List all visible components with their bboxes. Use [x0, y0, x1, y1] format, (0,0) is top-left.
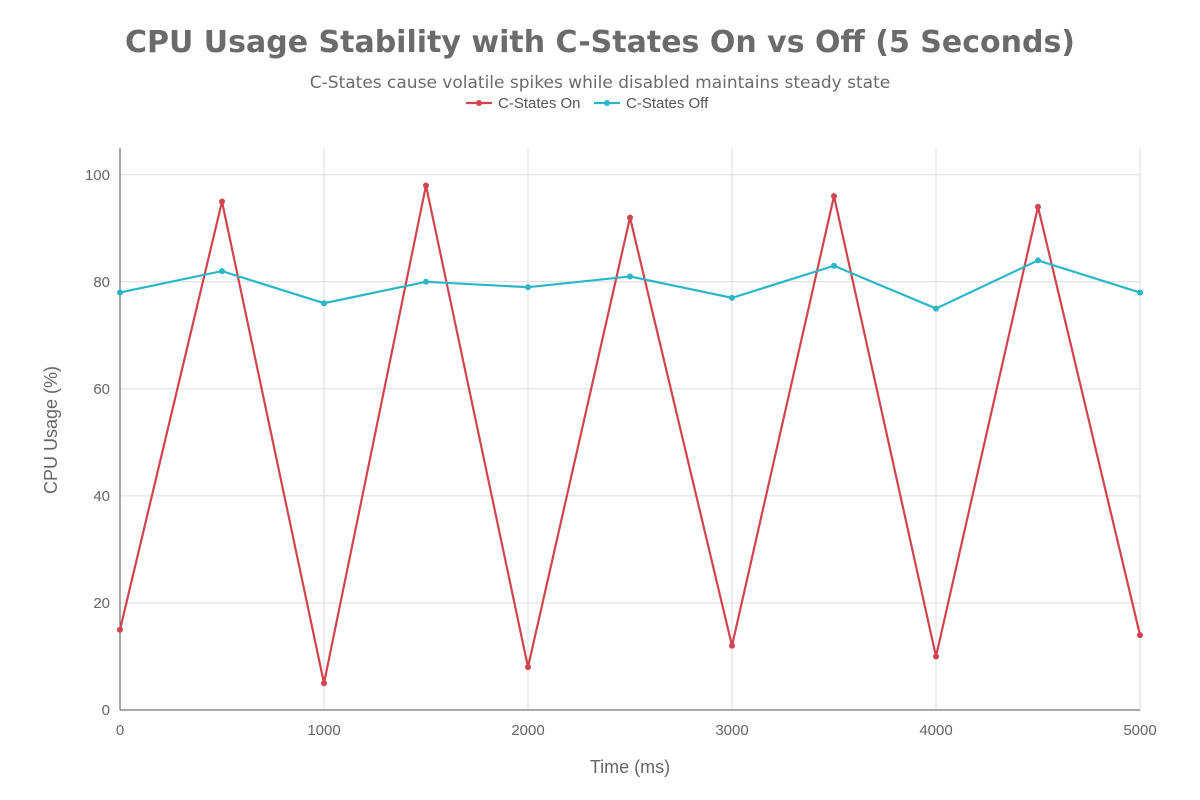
data-point[interactable]: [831, 193, 837, 200]
data-point[interactable]: [933, 305, 939, 312]
series-c-states-on: [117, 182, 1143, 687]
legend-item[interactable]: C-States On: [466, 95, 581, 112]
data-point[interactable]: [321, 300, 327, 307]
data-point[interactable]: [423, 278, 429, 285]
data-point[interactable]: [219, 198, 225, 205]
series-layer: [117, 182, 1143, 687]
data-point[interactable]: [627, 214, 633, 221]
data-point[interactable]: [627, 273, 633, 280]
x-tick-label: 2000: [511, 722, 544, 739]
data-point[interactable]: [321, 680, 327, 687]
x-gridlines: [323, 148, 1141, 710]
data-point[interactable]: [423, 182, 429, 189]
y-tick-label: 40: [93, 488, 110, 505]
x-tick-label: 4000: [919, 722, 952, 739]
data-point[interactable]: [831, 262, 837, 269]
legend-label: C-States Off: [626, 95, 709, 112]
data-point[interactable]: [1035, 257, 1041, 264]
y-gridlines: [120, 174, 1140, 711]
data-point[interactable]: [219, 268, 225, 275]
data-point[interactable]: [1035, 203, 1041, 210]
y-tick-label: 100: [85, 167, 110, 184]
x-tick-label: 3000: [715, 722, 748, 739]
x-axis-ticks: 0 1000 2000 3000 4000 5000: [116, 722, 1157, 739]
data-point[interactable]: [729, 642, 735, 649]
data-point[interactable]: [933, 653, 939, 660]
legend-label: C-States On: [498, 95, 581, 112]
legend-swatch-marker: [604, 100, 610, 106]
y-axis-ticks: 0 20 40 60 80 100: [85, 167, 110, 719]
data-point[interactable]: [729, 294, 735, 301]
y-tick-label: 60: [93, 381, 110, 398]
chart-subtitle: C-States cause volatile spikes while dis…: [310, 73, 890, 93]
data-point[interactable]: [525, 284, 531, 291]
y-axis-label: CPU Usage (%): [41, 366, 61, 494]
x-tick-label: 5000: [1123, 722, 1156, 739]
data-point[interactable]: [117, 626, 123, 633]
chart-title: CPU Usage Stability with C-States On vs …: [125, 25, 1075, 60]
x-tick-label: 1000: [307, 722, 340, 739]
data-point[interactable]: [1137, 289, 1143, 296]
y-tick-label: 0: [102, 702, 110, 719]
series-line: [118, 185, 1142, 684]
data-point[interactable]: [117, 289, 123, 296]
data-point[interactable]: [525, 664, 531, 671]
y-tick-label: 20: [93, 595, 110, 612]
data-point[interactable]: [1137, 632, 1143, 639]
x-axis-label: Time (ms): [590, 757, 670, 777]
y-tick-label: 80: [93, 274, 110, 291]
legend: C-States On C-States Off: [466, 95, 709, 112]
series-line: [119, 259, 1141, 310]
x-tick-label: 0: [116, 722, 124, 739]
series-c-states-off: [117, 257, 1143, 312]
legend-swatch-marker: [476, 100, 482, 106]
legend-item[interactable]: C-States Off: [594, 95, 709, 112]
